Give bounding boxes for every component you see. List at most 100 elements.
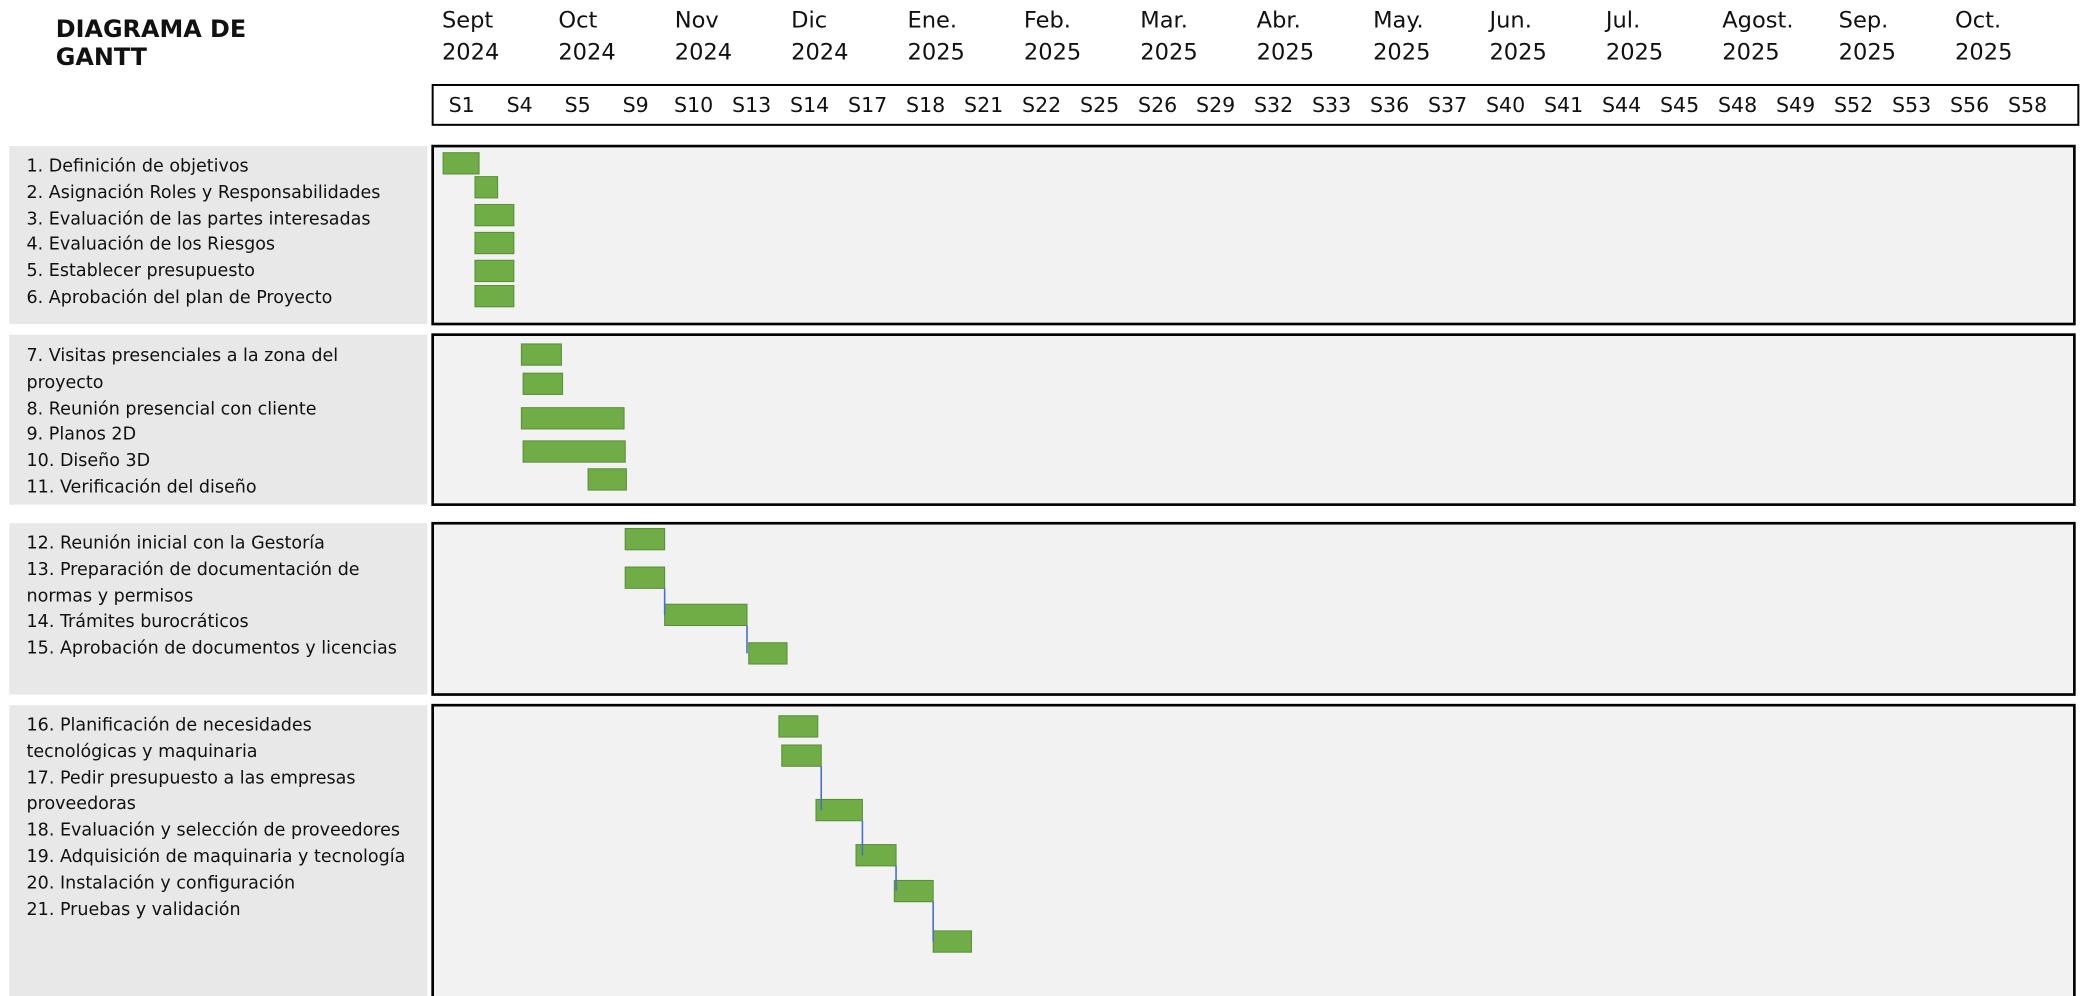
task-bar [893,879,934,903]
label-panel [9,334,428,505]
year-label: 2025 [1024,40,1081,66]
year-label: 2025 [1140,40,1197,66]
task-bar [474,231,515,255]
label-panel [9,523,428,695]
task-bar [855,844,897,867]
week-label: S41 [1544,93,1583,117]
task-label: 12. Reunión inicial con la Gestoría [26,533,325,554]
week-label: S32 [1254,93,1293,117]
task-label: 21. Pruebas y validación [26,899,241,920]
week-label: S49 [1776,93,1815,117]
task-labels: 7. Visitas presenciales a la zona del pr… [27,344,412,502]
month-label: Nov [675,8,719,34]
task-label: 15. Aprobación de documentos y licencias [26,639,397,659]
week-label: S58 [2008,93,2047,117]
week-label: S5 [565,93,591,117]
task-label: 11. Verificación del diseño [26,478,257,498]
group-panel [431,333,2076,506]
task-bar [442,152,480,175]
task-label: 16. Planificación de necesidades tecnoló… [26,715,312,763]
year-label: 2025 [1722,40,1779,66]
task-bar [474,284,515,308]
task-label: 14. Trámites burocráticos [26,612,249,633]
month-label: Feb. [1024,8,1071,34]
year-label: 2025 [1373,40,1430,66]
task-bar [624,566,666,589]
task-label: 3. Evaluación de las partes interesadas [26,209,371,230]
task-bar [664,603,748,627]
week-label: S10 [674,93,713,117]
month-label: Sep. [1839,8,1889,34]
week-label: S14 [790,93,829,117]
week-label: S37 [1428,93,1467,117]
task-bar [474,259,515,283]
week-label: S40 [1486,93,1525,117]
year-label: 2025 [1489,40,1546,66]
week-label: S56 [1950,93,1989,117]
week-label: S1 [449,93,475,117]
task-bar [522,372,564,395]
month-label: Abr. [1257,8,1301,34]
month-label: May. [1373,8,1424,34]
group-panel [431,703,2076,996]
month-label: Sept [442,8,493,34]
week-label: S52 [1834,93,1873,117]
task-bar [474,203,515,227]
week-label: S13 [732,93,771,117]
year-label: 2025 [1606,40,1663,66]
task-label: 17. Pedir presupuesto a las empresas pro… [26,768,356,815]
task-label: 13. Preparación de documentación de norm… [26,560,360,607]
month-label: Ene. [908,8,958,34]
month-label: Agost. [1722,8,1793,34]
task-bar [778,715,819,738]
task-labels: 1. Definición de objetivos 2. Asignación … [27,154,412,312]
label-panel [9,705,428,996]
week-label: S53 [1892,93,1931,117]
task-label: 20. Instalación y configuración [26,873,296,894]
week-label: S4 [507,93,533,117]
group-panel [431,144,2076,326]
year-label: 2025 [908,40,965,66]
task-label: 1. Definición de objetivos [26,156,249,177]
week-header [431,83,2080,126]
year-label: 2025 [1839,40,1896,66]
week-label: S36 [1370,93,1409,117]
task-bar [520,407,625,430]
month-label: Mar. [1140,8,1188,34]
task-bar [624,528,666,551]
task-label: 4. Evaluación de los Riesgos [26,235,276,256]
task-bar [520,343,562,366]
week-label: S44 [1602,93,1641,117]
task-label: 6. Aprobación del plan de Proyecto [26,288,333,309]
task-label: 19. Adquisición de maquinaria y tecnolog… [26,847,406,868]
month-label: Dic [791,8,827,34]
week-label: S29 [1196,93,1235,117]
week-label: S17 [848,93,887,117]
task-label: 10. Diseño 3D [26,451,151,472]
task-labels: 16. Planificación de necesidades tecnoló… [27,713,412,923]
task-bar [815,798,863,822]
month-label: Jul. [1604,8,1640,34]
week-label: S25 [1080,93,1119,117]
week-label: S26 [1138,93,1177,117]
year-label: 2025 [1257,40,1314,66]
year-label: 2025 [1955,40,2012,66]
task-label: 9. Planos 2D [26,425,137,446]
label-panel [9,146,428,325]
task-bar [587,468,627,491]
task-bar [748,642,788,665]
week-label: S18 [906,93,945,117]
task-bar [932,930,972,953]
week-label: S33 [1312,93,1351,117]
week-label: S22 [1022,93,1061,117]
task-label: 7. Visitas presenciales a la zona del pr… [26,346,339,393]
month-label: Jun. [1487,8,1531,34]
task-label: 18. Evaluación y selección de proveedore… [26,820,401,841]
year-label: 2024 [675,40,732,66]
chart-title: DIAGRAMA DE GANTT [55,15,247,72]
month-label: Oct [558,8,597,34]
year-label: 2024 [442,40,499,66]
task-bar [781,744,822,767]
